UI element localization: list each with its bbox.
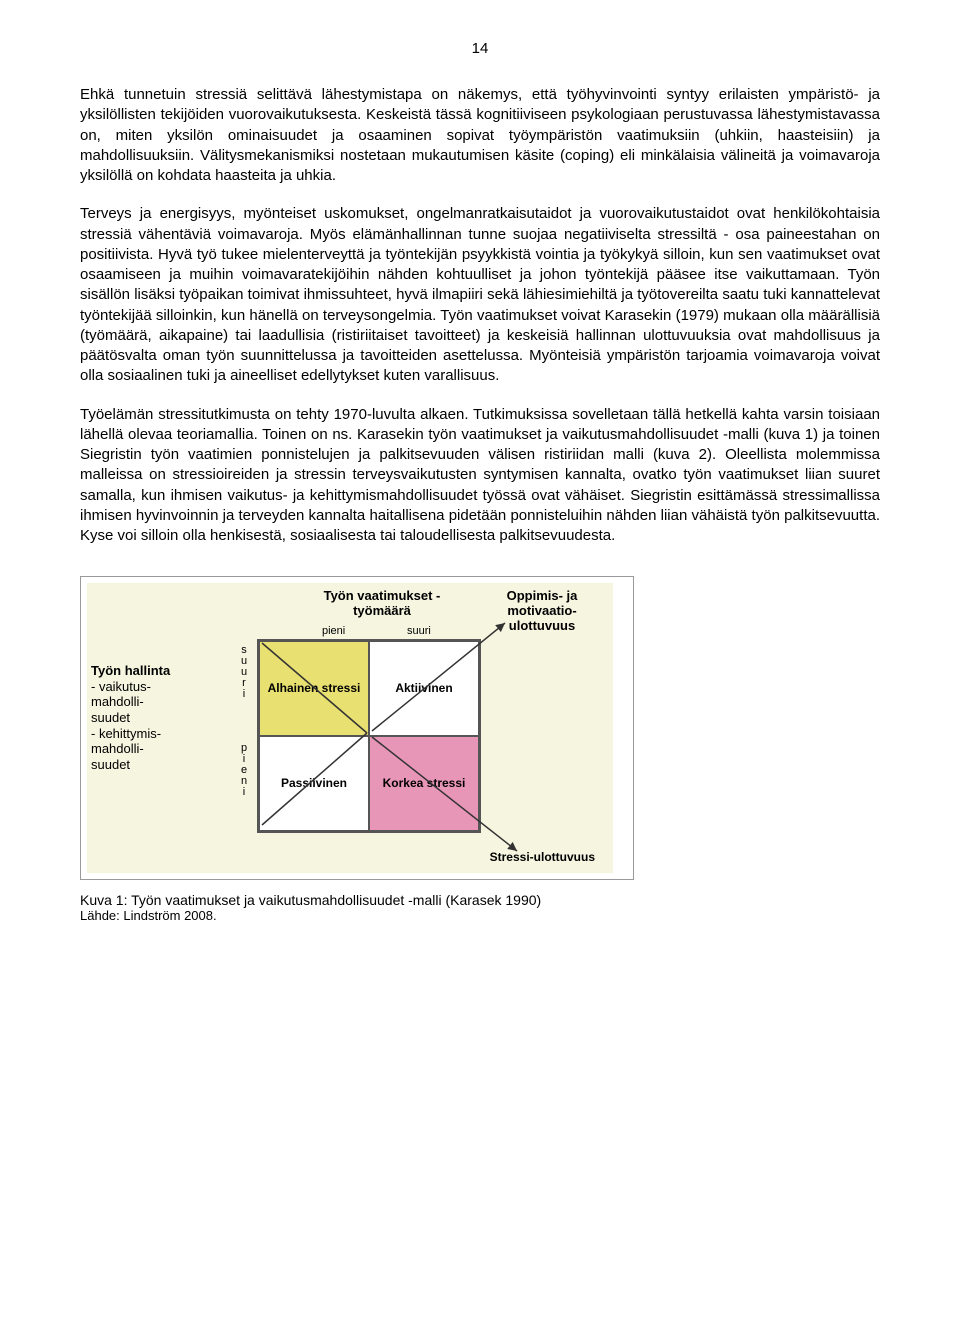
paragraph-1: Ehkä tunnetuin stressiä selittävä lähest…: [80, 85, 880, 186]
karasek-diagram: Työn vaatimukset - työmäärä Oppimis- ja …: [87, 583, 613, 873]
paragraph-2: Terveys ja energisyys, myönteiset uskomu…: [80, 204, 880, 386]
cell-active: Aktiivinen: [369, 641, 479, 736]
document-page: 14 Ehkä tunnetuin stressiä selittävä läh…: [0, 0, 960, 943]
quadrant-grid: Alhainen stressi Aktiivinen Passiivinen …: [257, 639, 481, 833]
diagram-left-title: Työn hallinta - vaikutus- mahdolli- suud…: [91, 663, 186, 772]
column-label-large: suuri: [407, 625, 431, 637]
diagram-learning-dimension-label: Oppimis- ja motivaatio-ulottuvuus: [487, 589, 597, 634]
figure-caption: Kuva 1: Työn vaatimukset ja vaikutusmahd…: [80, 892, 880, 908]
cell-high-stress: Korkea stressi: [369, 736, 479, 831]
column-label-small: pieni: [322, 625, 345, 637]
figure-source: Lähde: Lindström 2008.: [80, 908, 880, 923]
paragraph-3: Työelämän stressitutkimusta on tehty 197…: [80, 405, 880, 547]
diagram-top-title: Työn vaatimukset - työmäärä: [317, 589, 447, 619]
page-number: 14: [80, 40, 880, 57]
left-title-bold: Työn hallinta: [91, 663, 170, 678]
cell-low-stress: Alhainen stressi: [259, 641, 369, 736]
diagram-stress-dimension-label: Stressi-ulottuvuus: [490, 851, 595, 865]
left-title-lines: - vaikutus- mahdolli- suudet - kehittymi…: [91, 679, 161, 772]
karasek-diagram-container: Työn vaatimukset - työmäärä Oppimis- ja …: [80, 576, 634, 880]
cell-passive: Passiivinen: [259, 736, 369, 831]
row-label-large: suuri: [239, 645, 249, 700]
row-label-small: pieni: [239, 743, 249, 798]
